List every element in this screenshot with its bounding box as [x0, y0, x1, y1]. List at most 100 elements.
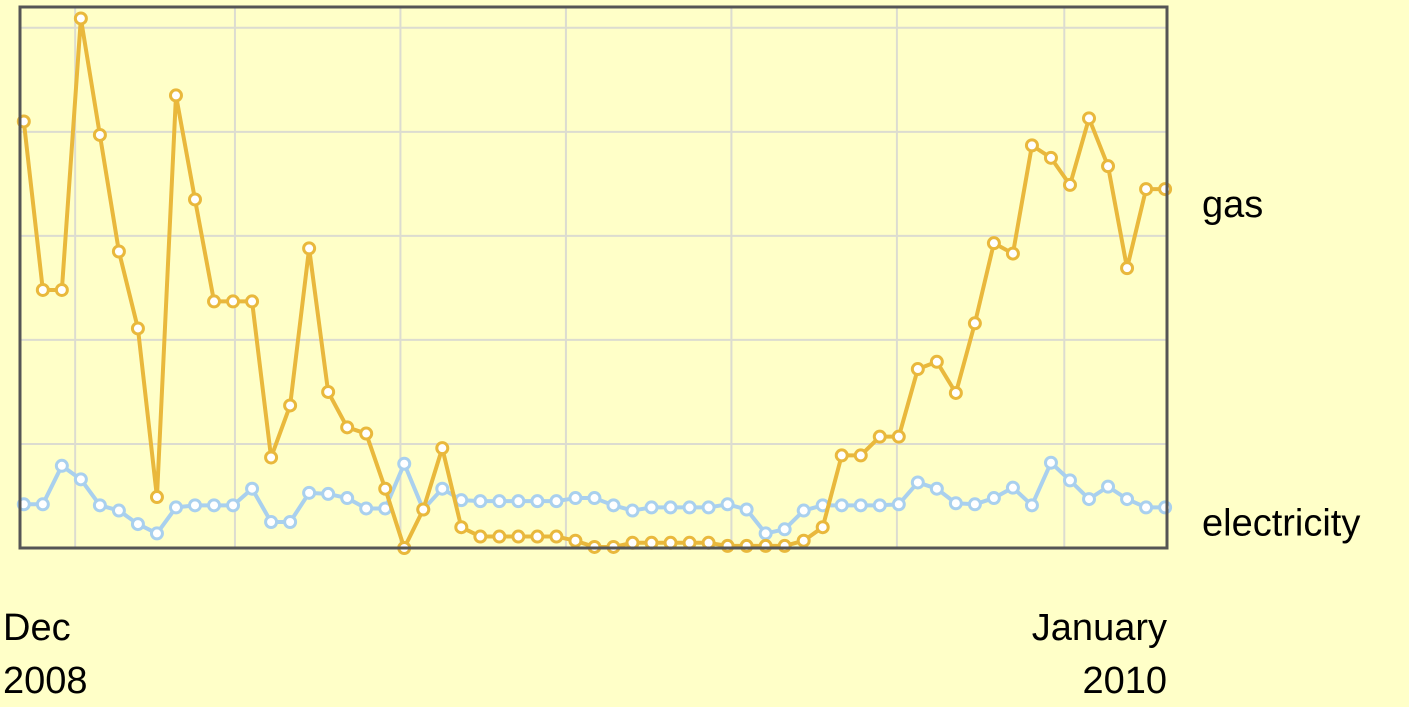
point — [511, 529, 526, 544]
point — [1043, 150, 1058, 165]
point — [245, 481, 260, 496]
point — [1005, 246, 1020, 261]
point — [720, 497, 735, 512]
point — [625, 503, 640, 518]
point — [872, 429, 887, 444]
point — [149, 490, 164, 505]
point — [302, 485, 317, 500]
point — [777, 522, 792, 537]
point — [1158, 182, 1173, 197]
point — [187, 192, 202, 207]
point — [568, 533, 583, 548]
point — [226, 498, 241, 513]
point — [948, 385, 963, 400]
point — [92, 127, 107, 142]
point — [644, 500, 659, 515]
x-tick-label: January — [1032, 607, 1167, 649]
point — [73, 11, 88, 26]
point — [1062, 177, 1077, 192]
point — [929, 481, 944, 496]
point — [473, 494, 488, 509]
point — [264, 514, 279, 529]
point — [1043, 455, 1058, 470]
point — [967, 497, 982, 512]
point — [1082, 492, 1097, 507]
point — [777, 538, 792, 553]
point — [549, 494, 564, 509]
series-label: electricity — [1202, 502, 1360, 544]
point — [283, 514, 298, 529]
x-tick-label: 2010 — [1082, 660, 1167, 702]
point — [986, 236, 1001, 251]
point — [910, 475, 925, 490]
point — [568, 491, 583, 506]
point — [1024, 138, 1039, 153]
point — [1062, 473, 1077, 488]
x-tick-label: 2008 — [3, 660, 88, 702]
point — [796, 533, 811, 548]
point — [796, 503, 811, 518]
point — [321, 486, 336, 501]
point — [397, 456, 412, 471]
point — [321, 384, 336, 399]
point — [1101, 159, 1116, 174]
point — [1120, 261, 1135, 276]
point — [872, 498, 887, 513]
point — [986, 491, 1001, 506]
series-label: gas — [1202, 184, 1263, 226]
point — [1120, 492, 1135, 507]
point — [948, 496, 963, 511]
point — [663, 500, 678, 515]
point — [739, 538, 754, 553]
point — [168, 500, 183, 515]
point — [891, 497, 906, 512]
point — [54, 282, 69, 297]
point — [35, 497, 50, 512]
point — [245, 294, 260, 309]
point — [302, 241, 317, 256]
point — [834, 498, 849, 513]
point — [226, 294, 241, 309]
point — [359, 501, 374, 516]
point — [834, 448, 849, 463]
point — [1005, 480, 1020, 495]
point — [530, 529, 545, 544]
point — [130, 321, 145, 336]
point — [1139, 500, 1154, 515]
point — [92, 498, 107, 513]
point — [492, 529, 507, 544]
point — [111, 244, 126, 259]
point — [264, 450, 279, 465]
point — [416, 502, 431, 517]
point — [967, 316, 982, 331]
point — [187, 498, 202, 513]
point — [130, 517, 145, 532]
point — [1082, 111, 1097, 126]
point — [758, 538, 773, 553]
point — [473, 529, 488, 544]
point — [815, 520, 830, 535]
point — [739, 502, 754, 517]
point — [701, 500, 716, 515]
point — [207, 498, 222, 513]
point — [359, 426, 374, 441]
point — [435, 481, 450, 496]
point — [511, 494, 526, 509]
point — [340, 420, 355, 435]
point — [549, 529, 564, 544]
point — [283, 398, 298, 413]
point — [1024, 498, 1039, 513]
point — [340, 491, 355, 506]
x-tick-label: Dec — [3, 607, 71, 649]
point — [35, 282, 50, 297]
point — [720, 538, 735, 553]
point — [853, 498, 868, 513]
point — [606, 498, 621, 513]
point — [435, 441, 450, 456]
point — [207, 294, 222, 309]
point — [891, 429, 906, 444]
point — [1101, 479, 1116, 494]
point — [168, 88, 183, 103]
